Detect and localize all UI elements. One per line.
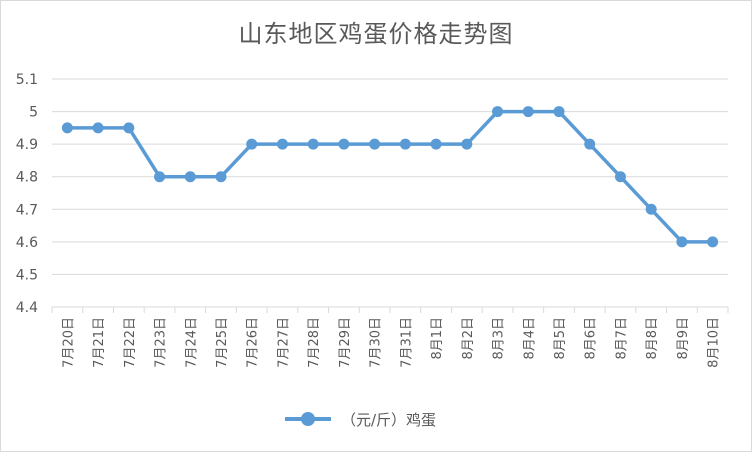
data-point xyxy=(307,138,319,150)
data-point xyxy=(461,138,473,150)
x-tick-label: 7月25日 xyxy=(215,317,230,368)
legend: （元/斤）鸡蛋 xyxy=(285,407,436,431)
y-tick-label: 4.8 xyxy=(16,170,38,186)
data-point xyxy=(61,122,73,134)
x-tick-label: 8月4日 xyxy=(522,317,537,360)
y-tick-label: 4.5 xyxy=(16,267,38,283)
data-point xyxy=(246,138,258,150)
x-tick-label: 7月27日 xyxy=(276,317,291,368)
x-tick-label: 7月23日 xyxy=(154,317,169,368)
x-tick-label: 8月7日 xyxy=(614,317,629,360)
data-point xyxy=(430,138,442,150)
data-point xyxy=(676,236,688,248)
data-point xyxy=(123,122,135,134)
x-tick-label: 8月6日 xyxy=(584,317,599,360)
legend-marker xyxy=(285,412,331,426)
y-tick-label: 4.6 xyxy=(16,235,38,251)
data-point xyxy=(276,138,288,150)
x-tick-label: 8月9日 xyxy=(676,317,691,360)
data-point xyxy=(614,171,626,183)
x-tick-label: 7月21日 xyxy=(92,317,107,368)
data-point xyxy=(399,138,411,150)
x-tick-label: 8月8日 xyxy=(645,317,660,360)
chart-title: 山东地区鸡蛋价格走势图 xyxy=(238,20,514,48)
data-point xyxy=(338,138,350,150)
x-tick-label: 8月1日 xyxy=(430,317,445,360)
x-tick-label: 8月5日 xyxy=(553,317,568,360)
series-line xyxy=(67,109,713,244)
x-tick-label: 7月22日 xyxy=(123,317,138,368)
y-tick-label: 5.1 xyxy=(16,72,38,88)
y-tick-label: 4.4 xyxy=(16,300,38,316)
x-tick-label: 8月3日 xyxy=(492,317,507,360)
data-point xyxy=(369,138,381,150)
data-point xyxy=(92,122,104,134)
x-tick-label: 7月28日 xyxy=(307,317,322,368)
data-point xyxy=(553,106,565,118)
x-tick-label: 7月26日 xyxy=(246,317,261,368)
data-point xyxy=(492,106,504,118)
y-tick-label: 4.9 xyxy=(16,137,38,153)
x-tick-label: 7月30日 xyxy=(369,317,384,368)
x-tick-label: 7月29日 xyxy=(338,317,353,368)
data-point xyxy=(584,138,596,150)
y-tick-label: 5 xyxy=(29,105,38,121)
x-tick-label: 7月20日 xyxy=(61,317,76,368)
data-point xyxy=(215,171,227,183)
x-tick-label: 7月24日 xyxy=(184,317,199,368)
x-tick-label: 7月31日 xyxy=(399,317,414,368)
y-tick-label: 4.7 xyxy=(16,202,38,218)
legend-label: （元/斤）鸡蛋 xyxy=(341,410,437,429)
data-point xyxy=(522,106,534,118)
x-tick-label: 8月2日 xyxy=(461,317,476,360)
x-tick-label: 8月10日 xyxy=(707,317,722,368)
data-point xyxy=(645,203,657,215)
data-point xyxy=(184,171,196,183)
data-point xyxy=(154,171,166,183)
data-point xyxy=(707,236,719,248)
